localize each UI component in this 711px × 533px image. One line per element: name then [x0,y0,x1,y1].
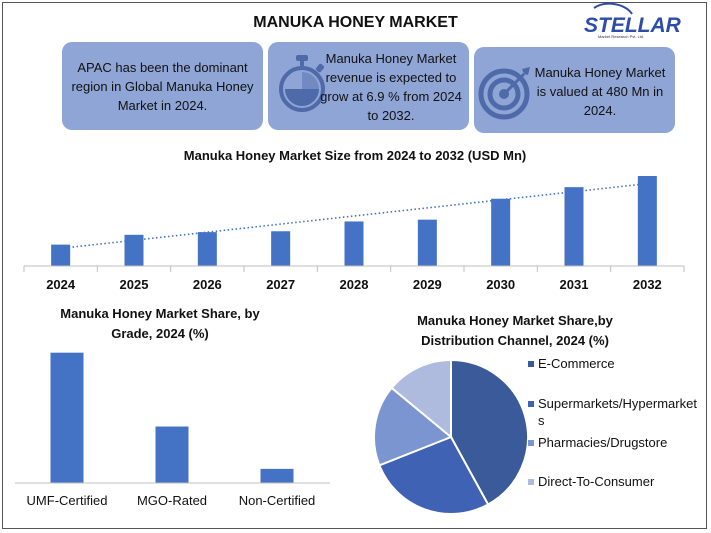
pie-slice [390,358,452,440]
year-tick-label: 2026 [193,277,222,292]
grade-share-bar [50,352,84,483]
grade-share-bar [155,426,189,483]
market-size-bar [637,176,657,266]
grade-category-label: MGO-Rated [137,493,207,508]
trendline [52,182,652,251]
legend-label-line: Supermarkets/Hypermarket [538,396,697,411]
grade-category-label: Non-Certified [239,493,316,508]
year-tick-label: 2032 [633,277,662,292]
market-size-bar [51,244,71,266]
year-tick-label: 2028 [340,277,369,292]
legend-label-line: s [538,413,545,428]
market-size-bar [124,234,144,266]
year-tick-label: 2029 [413,277,442,292]
year-tick-label: 2024 [46,277,76,292]
info-card-value-text: Manuka Honey Market is valued at 480 Mn … [534,65,666,118]
market-size-bar [564,187,584,266]
legend-label-line: Direct-To-Consumer [538,474,655,489]
legend-label: Pharmacies/Drugstore [538,435,667,450]
grade-share-chart: UMF-Certified MGO-Rated Non-Certified [15,352,330,508]
info-card-growth-text: Manuka Honey Market revenue is expected … [320,51,462,123]
pie-slice [450,358,529,506]
market-size-bar [491,198,511,266]
legend-label-line: Pharmacies/Drugstore [538,435,667,450]
legend-swatch [528,361,534,367]
legend-label-line: E-Commerce [538,356,615,371]
info-card-apac: APAC has been the dominant region in Glo… [62,42,263,130]
page-title: MANUKA HONEY MARKET [253,14,458,31]
market-size-bar [417,219,437,266]
grade-share-chart-title: Manuka Honey Market Share, by Grade, 202… [60,306,260,341]
market-size-chart-title: Manuka Honey Market Size from 2024 to 20… [183,148,527,163]
year-tick-label: 2025 [120,277,149,292]
grade-category-label: UMF-Certified [27,493,108,508]
grade-share-bar [260,468,294,483]
info-card-value: Manuka Honey Market is valued at 480 Mn … [474,47,675,133]
stellar-logo: STELLAR [584,2,682,37]
pie-slice [378,435,490,515]
target-icon [478,67,530,120]
info-card-apac-text: APAC has been the dominant region in Glo… [71,60,254,113]
logo-tagline: Market Research Pvt. Ltd. [598,34,645,39]
legend-label: E-Commerce [538,356,615,371]
info-card-growth: Manuka Honey Market revenue is expected … [268,42,469,130]
market-size-chart: 2024 2025 2026 2027 2028 2029 2030 2031 2032 [23,176,685,292]
market-size-bar [344,221,364,266]
pie-slice [373,386,453,467]
logo-text: STELLAR [584,14,682,37]
market-size-bar [197,232,217,266]
year-tick-label: 2027 [266,277,295,292]
year-tick-label: 2030 [486,277,515,292]
legend-swatch [528,479,534,485]
legend-swatch [528,401,534,407]
legend-swatch [528,440,534,446]
channel-share-chart-title: Manuka Honey Market Share,by Distributio… [417,313,613,348]
market-size-bar [271,231,291,266]
logo-swoosh [593,2,633,15]
year-tick-label: 2031 [560,277,589,292]
legend-label: Direct-To-Consumer [538,474,655,489]
stopwatch-icon [279,55,325,112]
legend-label: Supermarkets/Hypermarket s [538,396,697,428]
channel-share-chart: E-Commerce Supermarkets/Hypermarket s Pharm… [373,356,697,515]
